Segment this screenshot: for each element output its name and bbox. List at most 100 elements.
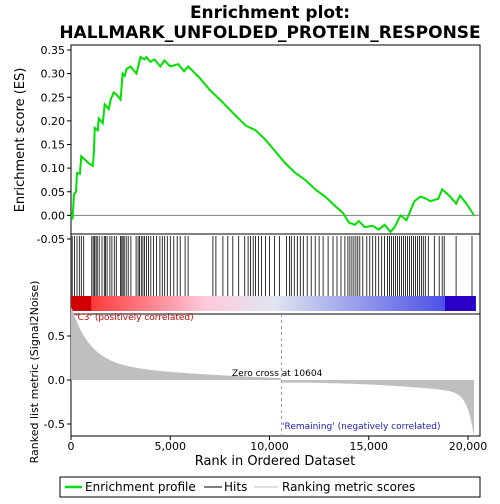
rank-color-cell [155, 296, 160, 311]
rank-color-cell [441, 296, 446, 311]
chart-title-line2: HALLMARK_UNFOLDED_PROTEIN_RESPONSE [59, 23, 480, 43]
es-curve-line [70, 55, 475, 234]
rank-color-cell [259, 296, 264, 311]
rank-color-cell [98, 296, 102, 311]
rank-color-cell [364, 296, 369, 311]
rank-color-cell [253, 296, 257, 311]
rank-color-cell [354, 296, 359, 311]
rank-color-cell [370, 296, 375, 311]
rank-color-cell [367, 296, 372, 311]
rank-color-cell [202, 296, 207, 311]
rank-color-cell [303, 296, 308, 311]
chart-title-line1: Enrichment plot: [190, 3, 350, 23]
rank-color-cell [77, 296, 82, 311]
rank-color-cell [387, 296, 392, 311]
rank-color-cell [384, 296, 389, 311]
es-tick-label: 0.15 [41, 139, 66, 152]
rank-color-cell [269, 296, 274, 311]
rank-color-cell [360, 296, 365, 311]
rank-color-cell [408, 296, 412, 311]
rank-color-cell [256, 296, 261, 311]
rank-color-cell [222, 296, 227, 311]
rank-color-cell [276, 296, 281, 311]
rank-color-cell [118, 296, 123, 311]
rank-color-cell [438, 296, 443, 311]
rank-color-cell [414, 296, 419, 311]
x-tick-label: 15,000 [350, 440, 389, 453]
rank-color-cell [418, 296, 423, 311]
rank-color-cell [381, 296, 385, 311]
rank-color-cell [296, 296, 301, 311]
axis-ticks-group: -0.050.000.050.100.150.200.250.300.35-0.… [37, 44, 488, 453]
rank-color-cell [212, 296, 217, 311]
rank-color-cell [394, 296, 399, 311]
rank-color-cell [81, 296, 86, 311]
rank-color-cell [391, 296, 396, 311]
rank-color-cell [226, 296, 230, 311]
es-tick-label: 0.00 [41, 209, 66, 222]
rank-color-cell [135, 296, 139, 311]
rank-color-cell [192, 296, 197, 311]
rank-color-cell [165, 296, 170, 311]
rank-color-cell [188, 296, 193, 311]
rank-color-cell [421, 296, 426, 311]
x-tick-label: 5,000 [155, 440, 187, 453]
rank-color-cell [168, 296, 173, 311]
rank-color-cell [175, 296, 180, 311]
metric-tick-label: 0.0 [48, 374, 66, 387]
rank-color-cell [162, 296, 166, 311]
rank-color-cell [293, 296, 298, 311]
rank-color-cell [451, 296, 456, 311]
rank-color-cell [108, 296, 113, 311]
hit-lines-group [71, 236, 473, 296]
rank-color-cell [404, 296, 409, 311]
rank-color-cell [101, 296, 106, 311]
es-tick-label: 0.25 [41, 91, 66, 104]
rank-color-cell [74, 296, 79, 311]
rank-color-cell [151, 296, 156, 311]
rank-color-cell [323, 296, 328, 311]
rank-color-cell [333, 296, 338, 311]
rank-color-cell [182, 296, 187, 311]
es-tick-label: 0.30 [41, 68, 66, 81]
rank-color-cell [424, 296, 429, 311]
rank-color-cell [327, 296, 332, 311]
rank-color-cell [445, 296, 449, 311]
rank-color-cell [205, 296, 210, 311]
rank-color-cell [121, 296, 126, 311]
rank-color-cell [357, 296, 362, 311]
es-tick-label: 0.20 [41, 115, 66, 128]
positive-correlation-label: 'C3' (positively correlated) [75, 313, 194, 323]
rank-color-cell [374, 296, 379, 311]
rank-color-cell [239, 296, 244, 311]
rank-color-cell [195, 296, 200, 311]
rank-color-cell [286, 296, 291, 311]
es-axis-label: Enrichment score (ES) [13, 68, 28, 213]
rank-color-cell [465, 296, 470, 311]
rank-color-cell [124, 296, 129, 311]
rank-color-cell [209, 296, 214, 311]
rank-color-cell [229, 296, 234, 311]
rank-color-cell [434, 296, 439, 311]
x-axis-label: Rank in Ordered Dataset [195, 454, 356, 469]
rank-color-cell [273, 296, 278, 311]
rank-color-cell [185, 296, 190, 311]
rank-color-cell [448, 296, 453, 311]
rank-color-cell [263, 296, 268, 311]
metric-tick-label: 0.5 [48, 330, 66, 343]
metric-axis-label: Ranked list metric (Signal2Noise) [28, 281, 41, 464]
legend-metric-label: Ranking metric scores [282, 480, 415, 494]
rank-color-cell [347, 296, 352, 311]
rank-color-cell [266, 296, 271, 311]
rank-color-bar [71, 296, 476, 311]
metric-area-group [71, 307, 474, 438]
rank-color-cell [317, 296, 321, 311]
es-tick-label: 0.10 [41, 162, 66, 175]
rank-color-cell [461, 296, 466, 311]
rank-color-cell [350, 296, 355, 311]
rank-color-cell [290, 296, 294, 311]
rank-color-cell [431, 296, 436, 311]
rank-color-cell [114, 296, 119, 311]
zero-cross-label: Zero cross at 10604 [232, 369, 323, 379]
rank-color-cell [128, 296, 133, 311]
